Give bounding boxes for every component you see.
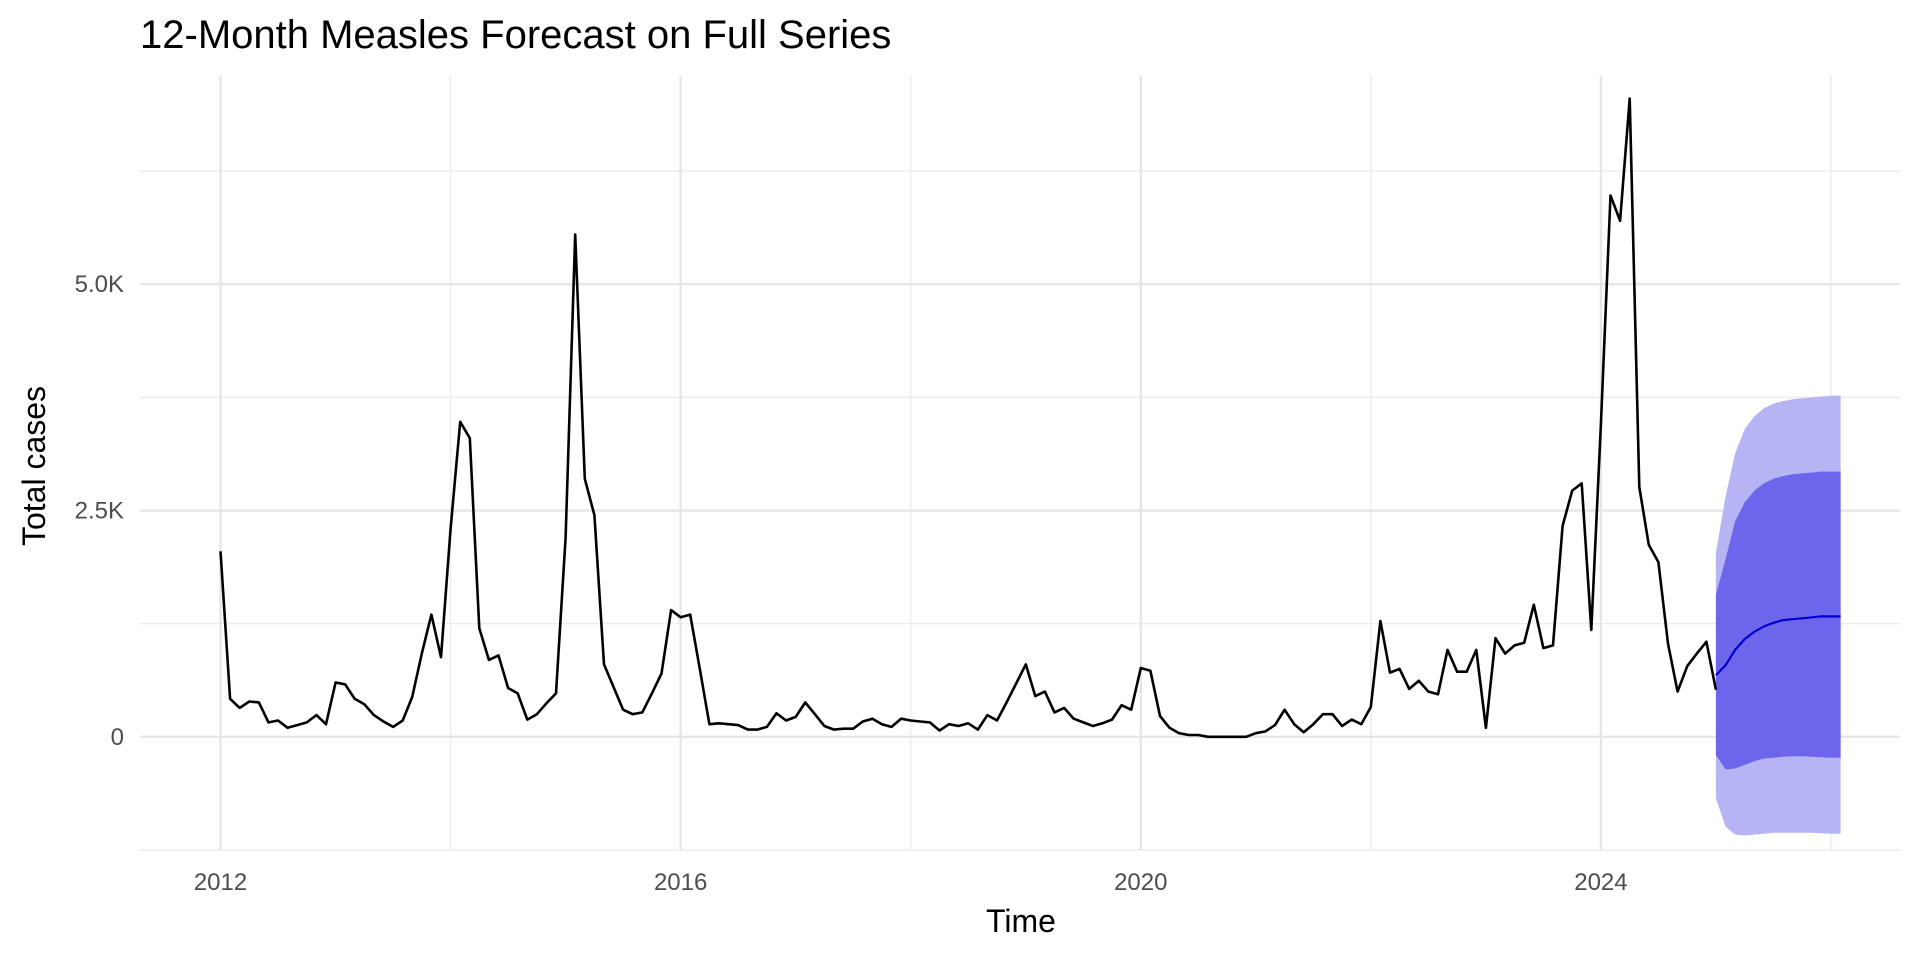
x-axis-ticks: 2012 2016 2020 2024 [194, 869, 1628, 896]
y-tick-label: 0 [111, 724, 124, 751]
observed-series-line [219, 97, 1718, 739]
x-tick-label: 2012 [194, 869, 247, 896]
x-tick-label: 2020 [1114, 869, 1167, 896]
y-tick-label: 5.0K [75, 271, 124, 298]
series-lines [219, 97, 1841, 739]
y-tick-label: 2.5K [75, 498, 124, 525]
x-tick-label: 2016 [654, 869, 707, 896]
chart-title: 12-Month Measles Forecast on Full Series [140, 13, 891, 57]
y-axis-ticks: 0 2.5K 5.0K [75, 271, 124, 751]
x-tick-label: 2024 [1574, 869, 1627, 896]
grid [140, 76, 1900, 851]
y-axis-title: Total cases [16, 386, 52, 546]
x-axis-title: Time [986, 903, 1056, 939]
forecast-mean-line [1715, 615, 1841, 677]
